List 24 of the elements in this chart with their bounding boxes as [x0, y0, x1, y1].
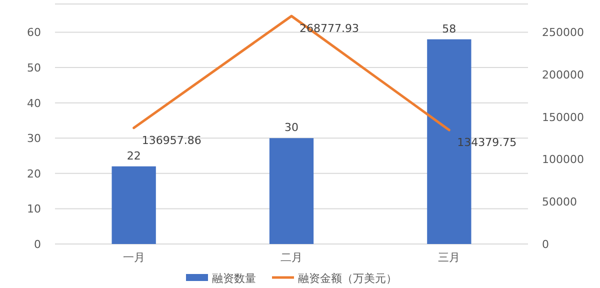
- y-tick-label: 0: [34, 238, 41, 251]
- y2-tick-label: 50000: [542, 196, 577, 209]
- data-label: 22: [126, 149, 141, 162]
- x-tick-label: 一月: [122, 251, 145, 264]
- y2-tick-label: 0: [542, 238, 549, 251]
- y-tick-label: 30: [27, 132, 41, 146]
- x-tick-label: 三月: [438, 251, 460, 264]
- data-label: 136957.86: [142, 134, 202, 147]
- y-tick-label: 40: [27, 96, 41, 110]
- y-tick-label: 50: [27, 62, 41, 75]
- y2-tick-label: 250000: [542, 26, 584, 39]
- y2-tick-label: 200000: [542, 68, 584, 82]
- data-label: 30: [284, 121, 298, 134]
- data-label: 58: [442, 22, 456, 36]
- y-tick-label: 60: [27, 26, 41, 40]
- y-tick-label: 20: [27, 167, 41, 180]
- bar: [269, 138, 314, 244]
- y2-tick-label: 100000: [542, 153, 584, 166]
- legend-label: 融资数量: [212, 272, 256, 285]
- x-tick-label: 二月: [280, 251, 302, 264]
- y-tick-label: 10: [27, 202, 41, 216]
- y2-tick-label: 150000: [542, 110, 584, 124]
- legend-label: 融资金额（万美元）: [298, 272, 397, 285]
- bar: [112, 166, 156, 244]
